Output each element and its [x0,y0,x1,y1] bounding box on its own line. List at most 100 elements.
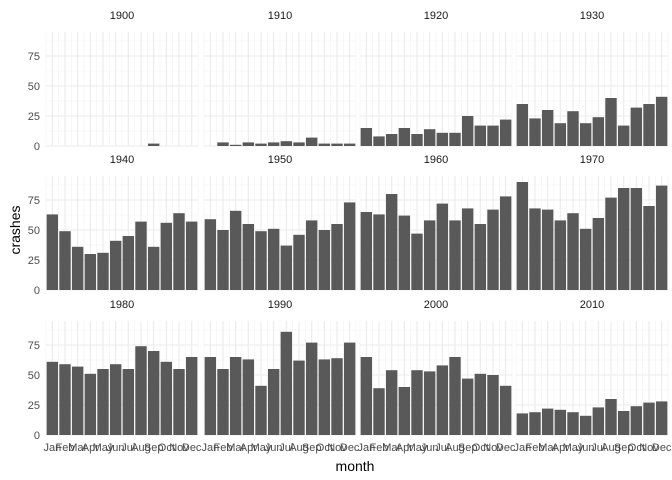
bar-nov [173,369,185,435]
x-tick-label: Nov [327,442,347,454]
x-tick-label: Mar [538,442,557,454]
x-tick-label: Feb [370,442,389,454]
bar-sep [461,208,474,290]
x-tick-label: Aug [601,442,621,454]
x-tick-label: May [251,442,272,454]
bar-aug [605,399,617,435]
bar-apr [242,142,255,146]
bar-jul [436,132,449,146]
bar-mar [71,366,84,435]
bar-may [411,233,423,290]
bar-jun [267,369,280,435]
bar-feb [59,364,71,435]
panel-1900: 1900 0 25 50 75 [28,10,199,153]
y-tick-label: 75 [28,195,40,207]
bar-apr [398,215,411,290]
bar-jun [579,123,592,146]
bar-aug [449,132,461,146]
bar-jan [204,357,217,435]
bar-sep [461,116,474,146]
x-tick-label: Apr [82,442,99,454]
bar-dec [655,185,668,290]
x-tick-label: Apr [552,442,569,454]
bar-apr [554,123,567,146]
bar-aug [449,220,461,290]
x-tick-label: Feb [526,442,545,454]
bar-may [567,111,579,146]
x-tick-label: Sep [144,442,164,454]
bar-jan [516,104,529,146]
bar-may [255,385,267,435]
facet-label: 2000 [424,299,448,311]
x-tick-label: Nov [639,442,659,454]
bar-jul [436,203,449,290]
bar-mar [385,134,398,146]
panel-1930: 1930 [515,10,669,147]
bar-dec [655,401,668,435]
bar-jan [516,182,529,290]
bar-may [97,252,109,290]
bar-nov [173,213,185,290]
x-tick-label: Nov [483,442,503,454]
bar-oct [318,359,331,435]
x-tick-label: Jul [121,442,135,454]
x-tick-label: Jul [435,442,449,454]
bar-oct [474,125,487,146]
bar-nov [487,125,499,146]
bar-oct [318,230,331,290]
bar-nov [331,143,343,146]
bar-aug [293,234,305,290]
bar-aug [605,197,617,290]
facet-label: 1910 [268,10,292,22]
bar-nov [487,209,499,290]
x-tick-label: Jan [513,442,531,454]
x-tick-label: Jul [279,442,293,454]
bar-jan [204,219,217,290]
y-tick-label: 25 [28,255,40,267]
bar-feb [529,208,541,290]
x-tick-label: Dec [340,442,360,454]
bar-apr [554,220,567,290]
bar-jun [423,129,436,146]
y-tick-label: 0 [34,141,40,153]
x-tick-label: Dec [182,442,202,454]
x-tick-label: Jan [357,442,375,454]
bar-feb [373,136,385,146]
bar-dec [499,196,512,290]
bar-oct [630,188,643,290]
x-tick-label: Jun [265,442,283,454]
bar-dec [185,221,198,290]
bar-oct [160,222,173,290]
bar-feb [217,369,229,435]
bar-jan [360,357,373,435]
y-tick-label: 50 [28,225,40,237]
y-tick-label: 0 [34,430,40,442]
facet-label: 1960 [424,154,448,166]
bar-sep [617,125,630,146]
x-tick-label: Sep [302,442,322,454]
bar-aug [449,357,461,435]
x-tick-label: Aug [289,442,309,454]
x-tick-label: Dec [496,442,516,454]
bar-aug [135,346,147,435]
x-tick-label: Jun [577,442,595,454]
bar-feb [373,214,385,290]
bar-mar [541,110,554,146]
panel-1910: 1910 [203,10,357,147]
bar-apr [242,224,255,290]
bar-mar [229,357,242,435]
bar-mar [385,194,398,290]
bar-dec [655,96,668,146]
bar-jun [267,228,280,290]
bar-jul [592,117,605,146]
panel-1980: 1980 0 25 50 75 JanFebMarAprMayJunJulAugSepOc… [28,299,202,454]
bar-mar [385,370,398,435]
bar-feb [373,388,385,435]
bar-may [411,370,423,435]
bar-mar [71,246,84,290]
bar-apr [554,409,567,435]
bar-jun [109,364,122,435]
